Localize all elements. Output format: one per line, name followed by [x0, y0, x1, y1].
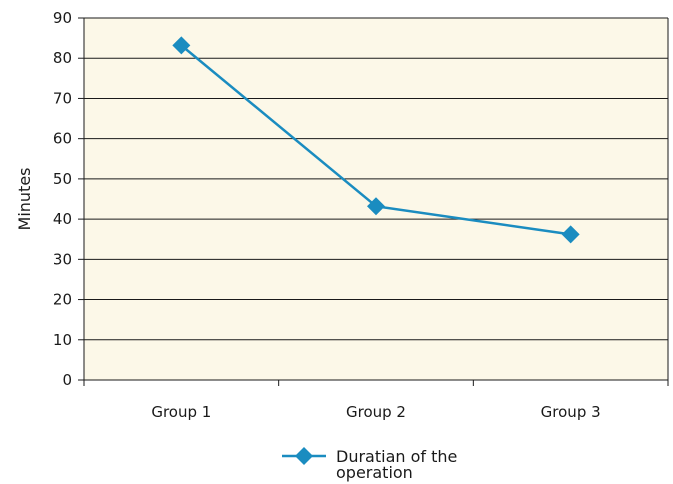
y-tick-label: 80	[53, 49, 72, 67]
data-point	[367, 197, 385, 216]
legend-diamond-marker	[295, 447, 313, 465]
x-tick-label: Group 2	[346, 403, 406, 421]
x-axis-ticks: Group 1 Group 2 Group 3	[83, 380, 669, 421]
y-tick-label: 20	[53, 291, 72, 309]
data-point	[172, 36, 191, 55]
y-tick-label: 10	[53, 331, 72, 349]
y-tick-label: 60	[53, 130, 72, 148]
data-point	[561, 225, 580, 244]
y-axis-title: Minutes	[15, 168, 34, 231]
y-tick-label: 90	[53, 9, 72, 27]
x-tick-label: Group 1	[151, 403, 211, 421]
legend: Duratian of the operation	[282, 447, 457, 482]
y-tick-label: 50	[53, 170, 72, 188]
y-tick-label: 30	[53, 250, 72, 268]
series-group	[172, 36, 580, 244]
gridlines	[84, 17, 668, 341]
axes	[83, 18, 669, 381]
y-tick-label: 70	[53, 89, 72, 107]
x-tick-label: Group 3	[541, 403, 601, 421]
legend-label-line2: operation	[336, 463, 413, 482]
legend-label-line1: Duratian of the	[336, 447, 457, 466]
y-tick-label: 0	[62, 371, 72, 389]
y-tick-label: 40	[53, 210, 72, 228]
y-axis-ticks: 0 10 20 30 40 50 60 70 80 90	[53, 9, 84, 389]
